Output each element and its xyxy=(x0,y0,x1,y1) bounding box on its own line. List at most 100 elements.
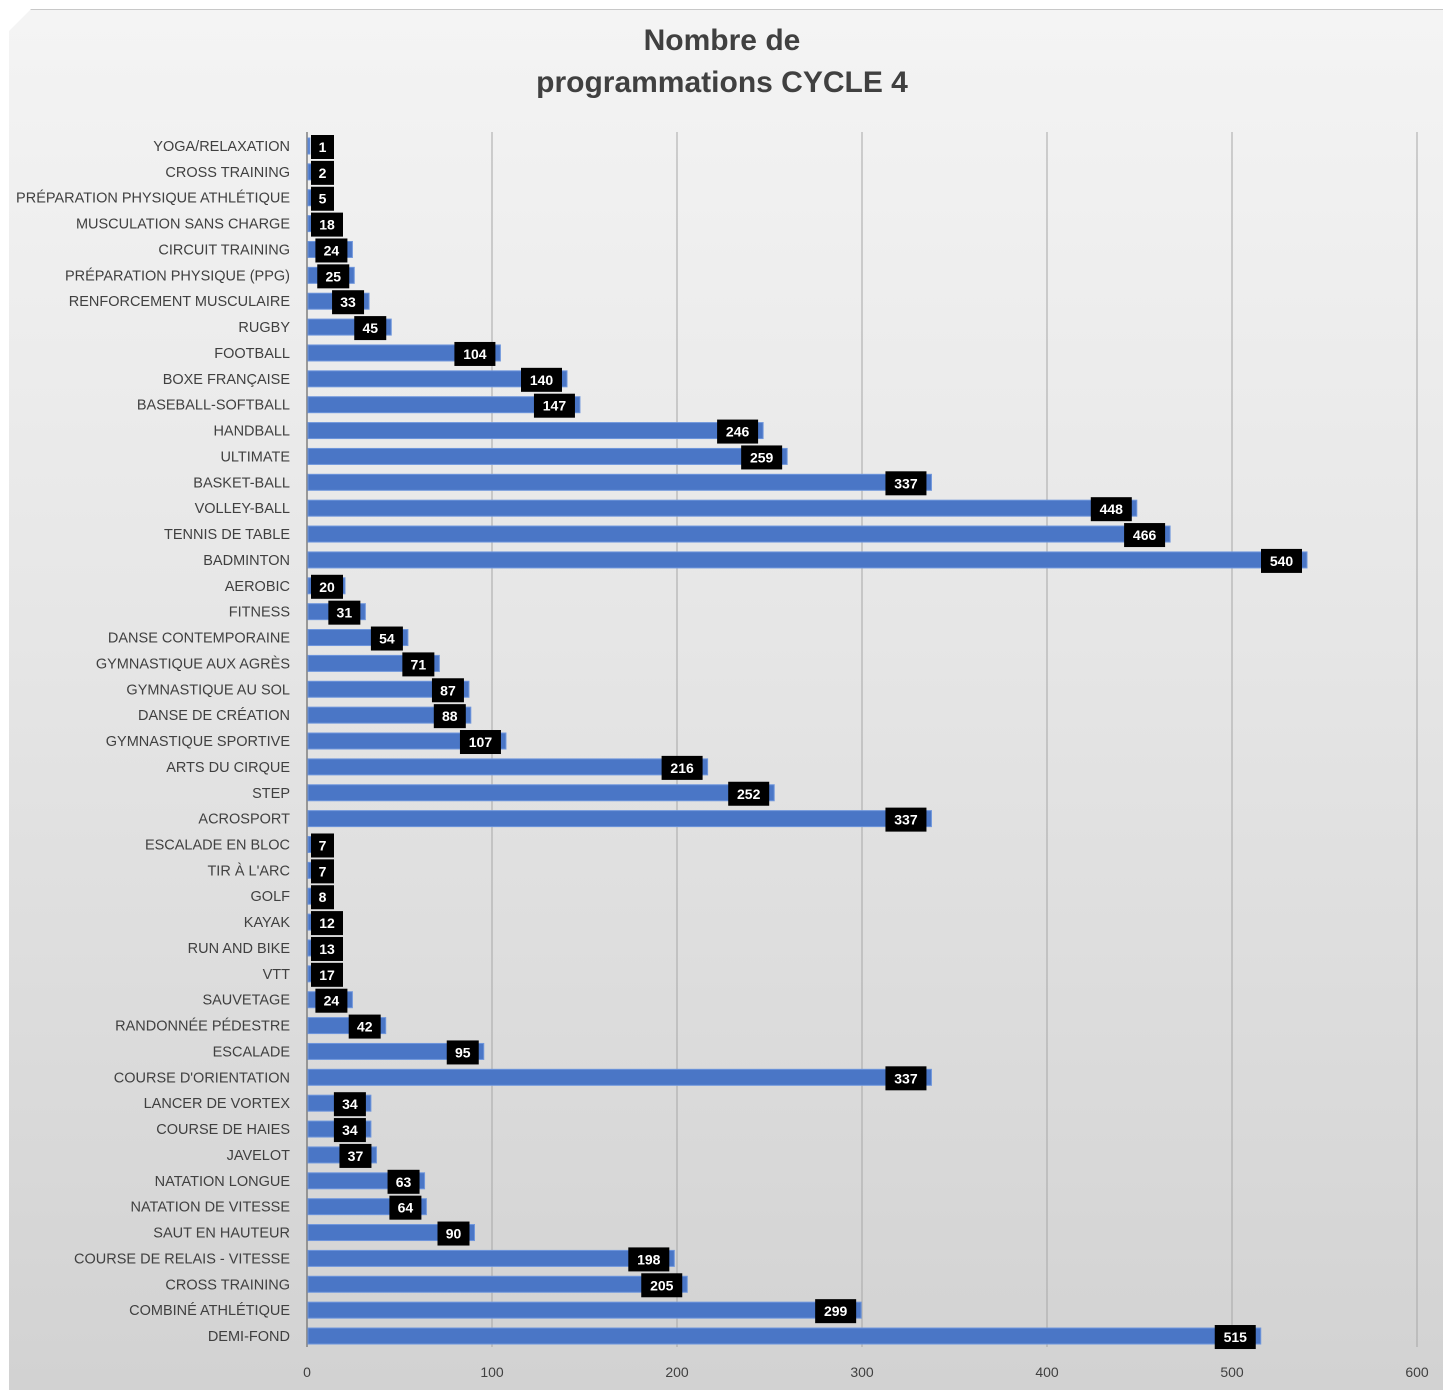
data-label-box xyxy=(311,859,334,884)
data-label-box xyxy=(311,212,343,237)
data-label-box xyxy=(317,264,350,289)
category-label: FITNESS xyxy=(229,605,290,621)
category-label: VOLLEY-BALL xyxy=(195,501,290,517)
data-label-box xyxy=(885,1066,927,1091)
bar xyxy=(307,1068,932,1086)
data-label-box xyxy=(311,936,343,961)
data-label: 540 xyxy=(1270,553,1294,569)
data-label-box xyxy=(387,1169,420,1194)
data-label-box xyxy=(1214,1325,1256,1350)
category-label: DANSE DE CRÉATION xyxy=(138,707,290,724)
data-label-box xyxy=(354,316,387,341)
data-label-box xyxy=(446,1040,479,1065)
data-label: 337 xyxy=(894,475,918,491)
bar xyxy=(307,1042,485,1060)
data-label-box xyxy=(311,885,334,910)
data-label: 42 xyxy=(357,1019,373,1035)
bar xyxy=(307,1224,475,1242)
data-label: 64 xyxy=(398,1200,414,1216)
data-label-box xyxy=(333,1118,366,1143)
data-label: 88 xyxy=(442,708,458,724)
data-label: 34 xyxy=(342,1122,358,1138)
category-label: CIRCUIT TRAINING xyxy=(158,242,290,258)
category-label: TENNIS DE TABLE xyxy=(164,527,290,543)
x-tick-labels: 0 100 200 300 400 500 600 xyxy=(303,1364,1429,1380)
data-label-box xyxy=(389,1195,422,1220)
category-label: RUGBY xyxy=(238,320,290,336)
data-labels: 1251824253345104140147246259337448466540… xyxy=(311,135,1302,1350)
category-label: GYMNASTIQUE AUX AGRÈS xyxy=(96,655,290,672)
data-label-box xyxy=(728,781,770,806)
chart-title-line-2: programmations CYCLE 4 xyxy=(536,66,908,99)
data-label-box xyxy=(454,341,496,366)
bar xyxy=(307,370,568,388)
data-label: 24 xyxy=(324,242,340,258)
x-tick-label: 200 xyxy=(665,1364,689,1380)
data-label-box xyxy=(332,290,365,315)
category-label: ARTS DU CIRQUE xyxy=(166,760,290,776)
bar xyxy=(307,1249,675,1267)
data-label: 8 xyxy=(319,889,327,905)
data-label: 2 xyxy=(319,165,327,181)
data-label: 45 xyxy=(362,320,378,336)
data-label: 25 xyxy=(325,268,341,284)
data-label-box xyxy=(311,911,343,936)
bar xyxy=(307,680,470,698)
data-label: 205 xyxy=(650,1277,674,1293)
data-label-box xyxy=(311,160,334,185)
chart-area xyxy=(9,9,1443,1390)
x-tick-label: 600 xyxy=(1405,1364,1429,1380)
data-label-box xyxy=(311,574,343,599)
x-tick-label: 400 xyxy=(1035,1364,1059,1380)
data-label-box xyxy=(431,678,464,703)
data-label-box xyxy=(437,1221,470,1246)
chart-title: Nombre de programmations CYCLE 4 xyxy=(0,20,1444,104)
data-label: 54 xyxy=(379,631,395,647)
data-label: 31 xyxy=(337,605,353,621)
data-label-box xyxy=(315,988,348,1013)
data-label-box xyxy=(459,730,501,755)
x-tick-label: 300 xyxy=(850,1364,874,1380)
data-label-box xyxy=(311,962,343,987)
category-label: CROSS TRAINING xyxy=(165,1277,290,1293)
category-label: HANDBALL xyxy=(213,424,290,440)
data-label-box xyxy=(348,1014,381,1039)
data-label-box xyxy=(402,652,435,677)
category-label: JAVELOT xyxy=(227,1148,291,1164)
category-label: PRÉPARATION PHYSIQUE (PPG) xyxy=(65,267,290,284)
category-label: GYMNASTIQUE SPORTIVE xyxy=(106,734,291,750)
category-label: ACROSPORT xyxy=(198,812,290,828)
bars xyxy=(307,137,1308,1345)
chart-title-line-1: Nombre de xyxy=(643,24,801,57)
bar xyxy=(307,1275,688,1293)
category-label: ESCALADE xyxy=(213,1044,291,1060)
data-label-box xyxy=(1124,523,1166,548)
data-label-box xyxy=(333,1092,366,1117)
bar xyxy=(307,499,1138,517)
category-label: DEMI-FOND xyxy=(208,1329,290,1345)
x-tick-label: 0 xyxy=(303,1364,311,1380)
data-label-box xyxy=(311,833,334,858)
category-labels: YOGA/RELAXATION CROSS TRAINING PRÉPARATION… xyxy=(16,139,290,1345)
data-label: 5 xyxy=(319,191,327,207)
data-label: 466 xyxy=(1133,527,1157,543)
data-label: 7 xyxy=(319,837,327,853)
data-label-box xyxy=(521,367,562,392)
category-label: DANSE CONTEMPORAINE xyxy=(108,631,290,647)
bar xyxy=(307,137,311,155)
data-label: 18 xyxy=(319,217,335,233)
data-label-box xyxy=(717,419,759,444)
category-label: RUN AND BIKE xyxy=(188,941,291,957)
category-label: COURSE DE RELAIS - VITESSE xyxy=(74,1251,290,1267)
data-label: 1 xyxy=(319,139,327,155)
category-label: YOGA/RELAXATION xyxy=(153,139,290,155)
category-label: KAYAK xyxy=(244,915,291,931)
category-label: BOXE FRANÇAISE xyxy=(163,372,291,388)
x-tick-label: 100 xyxy=(480,1364,504,1380)
bar xyxy=(307,1327,1262,1345)
category-label: VTT xyxy=(263,967,291,983)
category-label: COURSE DE HAIES xyxy=(156,1122,290,1138)
category-label: SAUVETAGE xyxy=(202,993,290,1009)
data-label: 448 xyxy=(1100,501,1124,517)
